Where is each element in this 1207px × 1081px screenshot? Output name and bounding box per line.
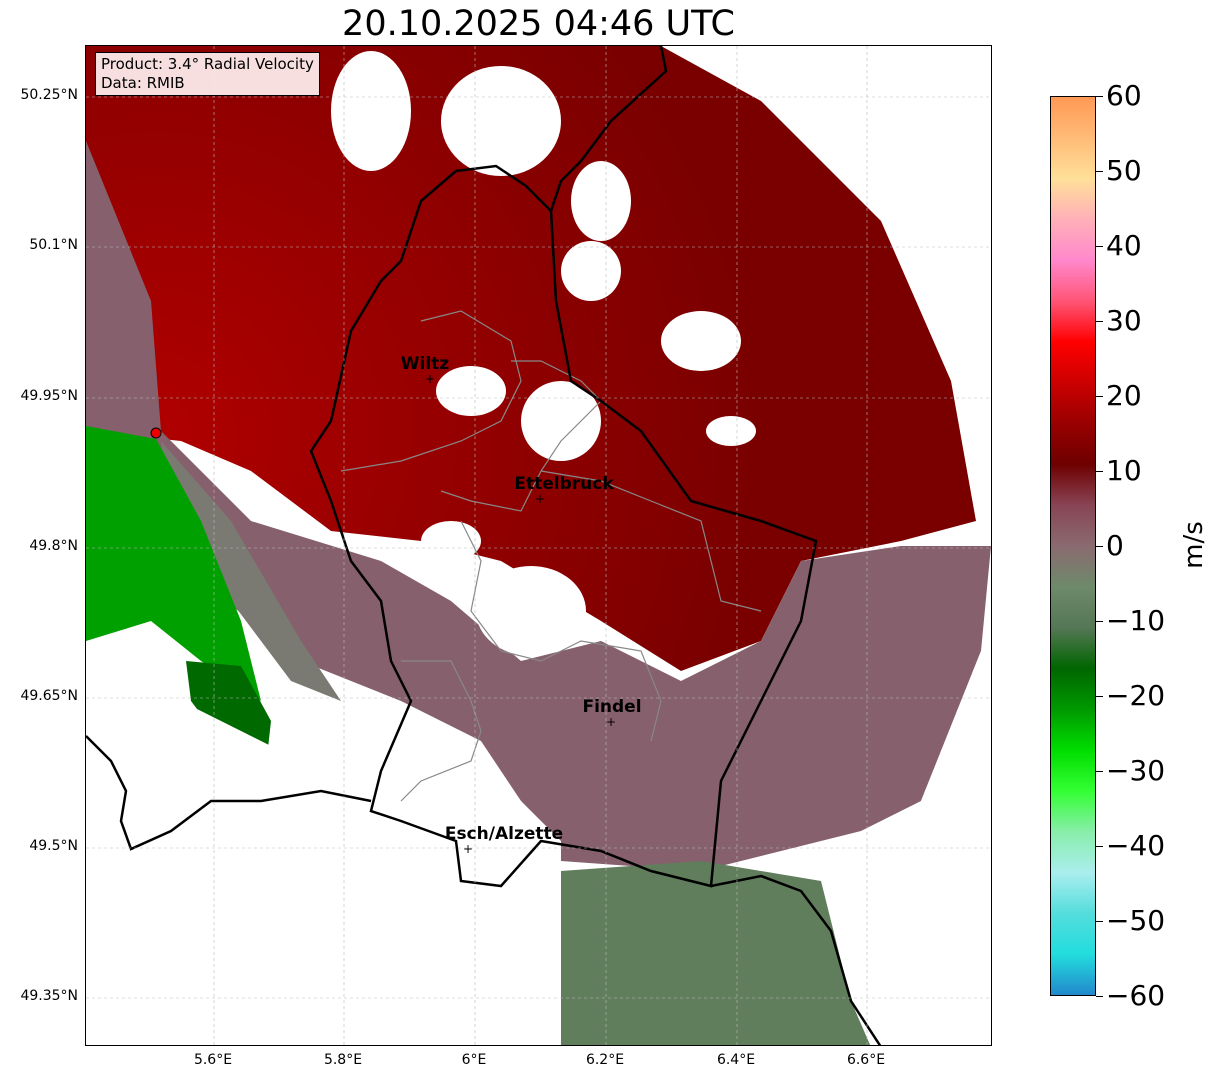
city-marker-findel: + [606,715,616,729]
city-marker-esch: + [463,842,473,856]
france-germany-border [710,874,882,1045]
figure-title: 20.10.2025 04:46 UTC [342,4,735,44]
echo-outbound-strong [86,46,976,671]
echo-inbound [86,426,261,701]
product-label: Product: 3.4° Radial Velocity [101,55,314,73]
colorbar-tick-label: −50 [1106,904,1166,937]
lon-tick: 6.4°E [716,1052,756,1068]
city-marker-wiltz: + [425,372,435,386]
lon-tick: 5.8°E [323,1052,363,1068]
lat-tick: 49.95°N [20,388,78,404]
radar-echoes [86,46,991,1045]
colorbar-tick-mark [1096,696,1103,697]
colorbar-tick-mark [1096,96,1103,97]
radar-site-marker [150,427,162,439]
colorbar-tick-mark [1096,996,1103,997]
colorbar-tick-label: −10 [1106,604,1166,637]
data-source-label: Data: RMIB [101,74,185,92]
echo-near-zero-transition [161,441,341,701]
colorbar-tick-mark [1096,546,1103,547]
lat-tick: 50.1°N [29,237,78,253]
radar-map-svg: + Wiltz + Ettelbruck + Findel + Esch/Alz… [86,46,991,1045]
lat-tick: 49.8°N [29,538,78,554]
city-label-ettelbruck: Ettelbruck [514,474,614,494]
colorbar-tick-mark [1096,246,1103,247]
colorbar-tick-label: −40 [1106,829,1166,862]
lat-tick: 49.65°N [20,688,78,704]
colorbar-tick-mark [1096,771,1103,772]
colorbar-tick-mark [1096,621,1103,622]
colorbar-tick-mark [1096,396,1103,397]
colorbar-tick-label: 20 [1106,379,1142,412]
colorbar-tick-mark [1096,846,1103,847]
radar-map[interactable]: + Wiltz + Ettelbruck + Findel + Esch/Alz… [85,45,992,1046]
colorbar-tick-mark [1096,921,1103,922]
colorbar-tick-mark [1096,321,1103,322]
colorbar [1050,96,1096,996]
echo-near-zero [86,141,991,871]
city-label-esch-alzette: Esch/Alzette [445,824,563,844]
product-info-box: Product: 3.4° Radial Velocity Data: RMIB [95,52,320,96]
colorbar-tick-label: −60 [1106,979,1166,1012]
colorbar-tick-mark [1096,171,1103,172]
lon-tick: 5.6°E [193,1052,233,1068]
colorbar-tick-label: 0 [1106,529,1124,562]
colorbar-tick-label: 60 [1106,79,1142,112]
country-borders [86,46,882,1045]
canton-borders [340,310,762,802]
luxembourg-border [309,164,818,888]
lat-tick: 49.35°N [20,988,78,1004]
germany-border-north [549,46,668,212]
lat-tick: 50.25°N [20,87,78,103]
city-marker-ettelbruck: + [535,492,545,506]
colorbar-tick-label: 50 [1106,154,1142,187]
city-label-findel: Findel [582,697,641,717]
city-label-wiltz: Wiltz [401,354,450,374]
lat-tick: 49.5°N [29,838,78,854]
echo-weak-inbound [541,861,871,1045]
colorbar-tick-label: −30 [1106,754,1166,787]
colorbar-tick-label: −20 [1106,679,1166,712]
lon-tick: 6.2°E [585,1052,625,1068]
gridlines [86,46,991,1045]
colorbar-tick-mark [1096,471,1103,472]
city-markers: + Wiltz + Ettelbruck + Findel + Esch/Alz… [401,354,642,856]
lon-tick: 6°E [461,1052,487,1068]
lon-tick: 6.6°E [846,1052,886,1068]
colorbar-tick-label: 10 [1106,454,1142,487]
echo-gaps [86,51,991,1045]
colorbar-tick-label: 30 [1106,304,1142,337]
belgium-france-border [86,735,372,851]
colorbar-tick-label: 40 [1106,229,1142,262]
colorbar-unit-label: m/s [1178,521,1207,569]
